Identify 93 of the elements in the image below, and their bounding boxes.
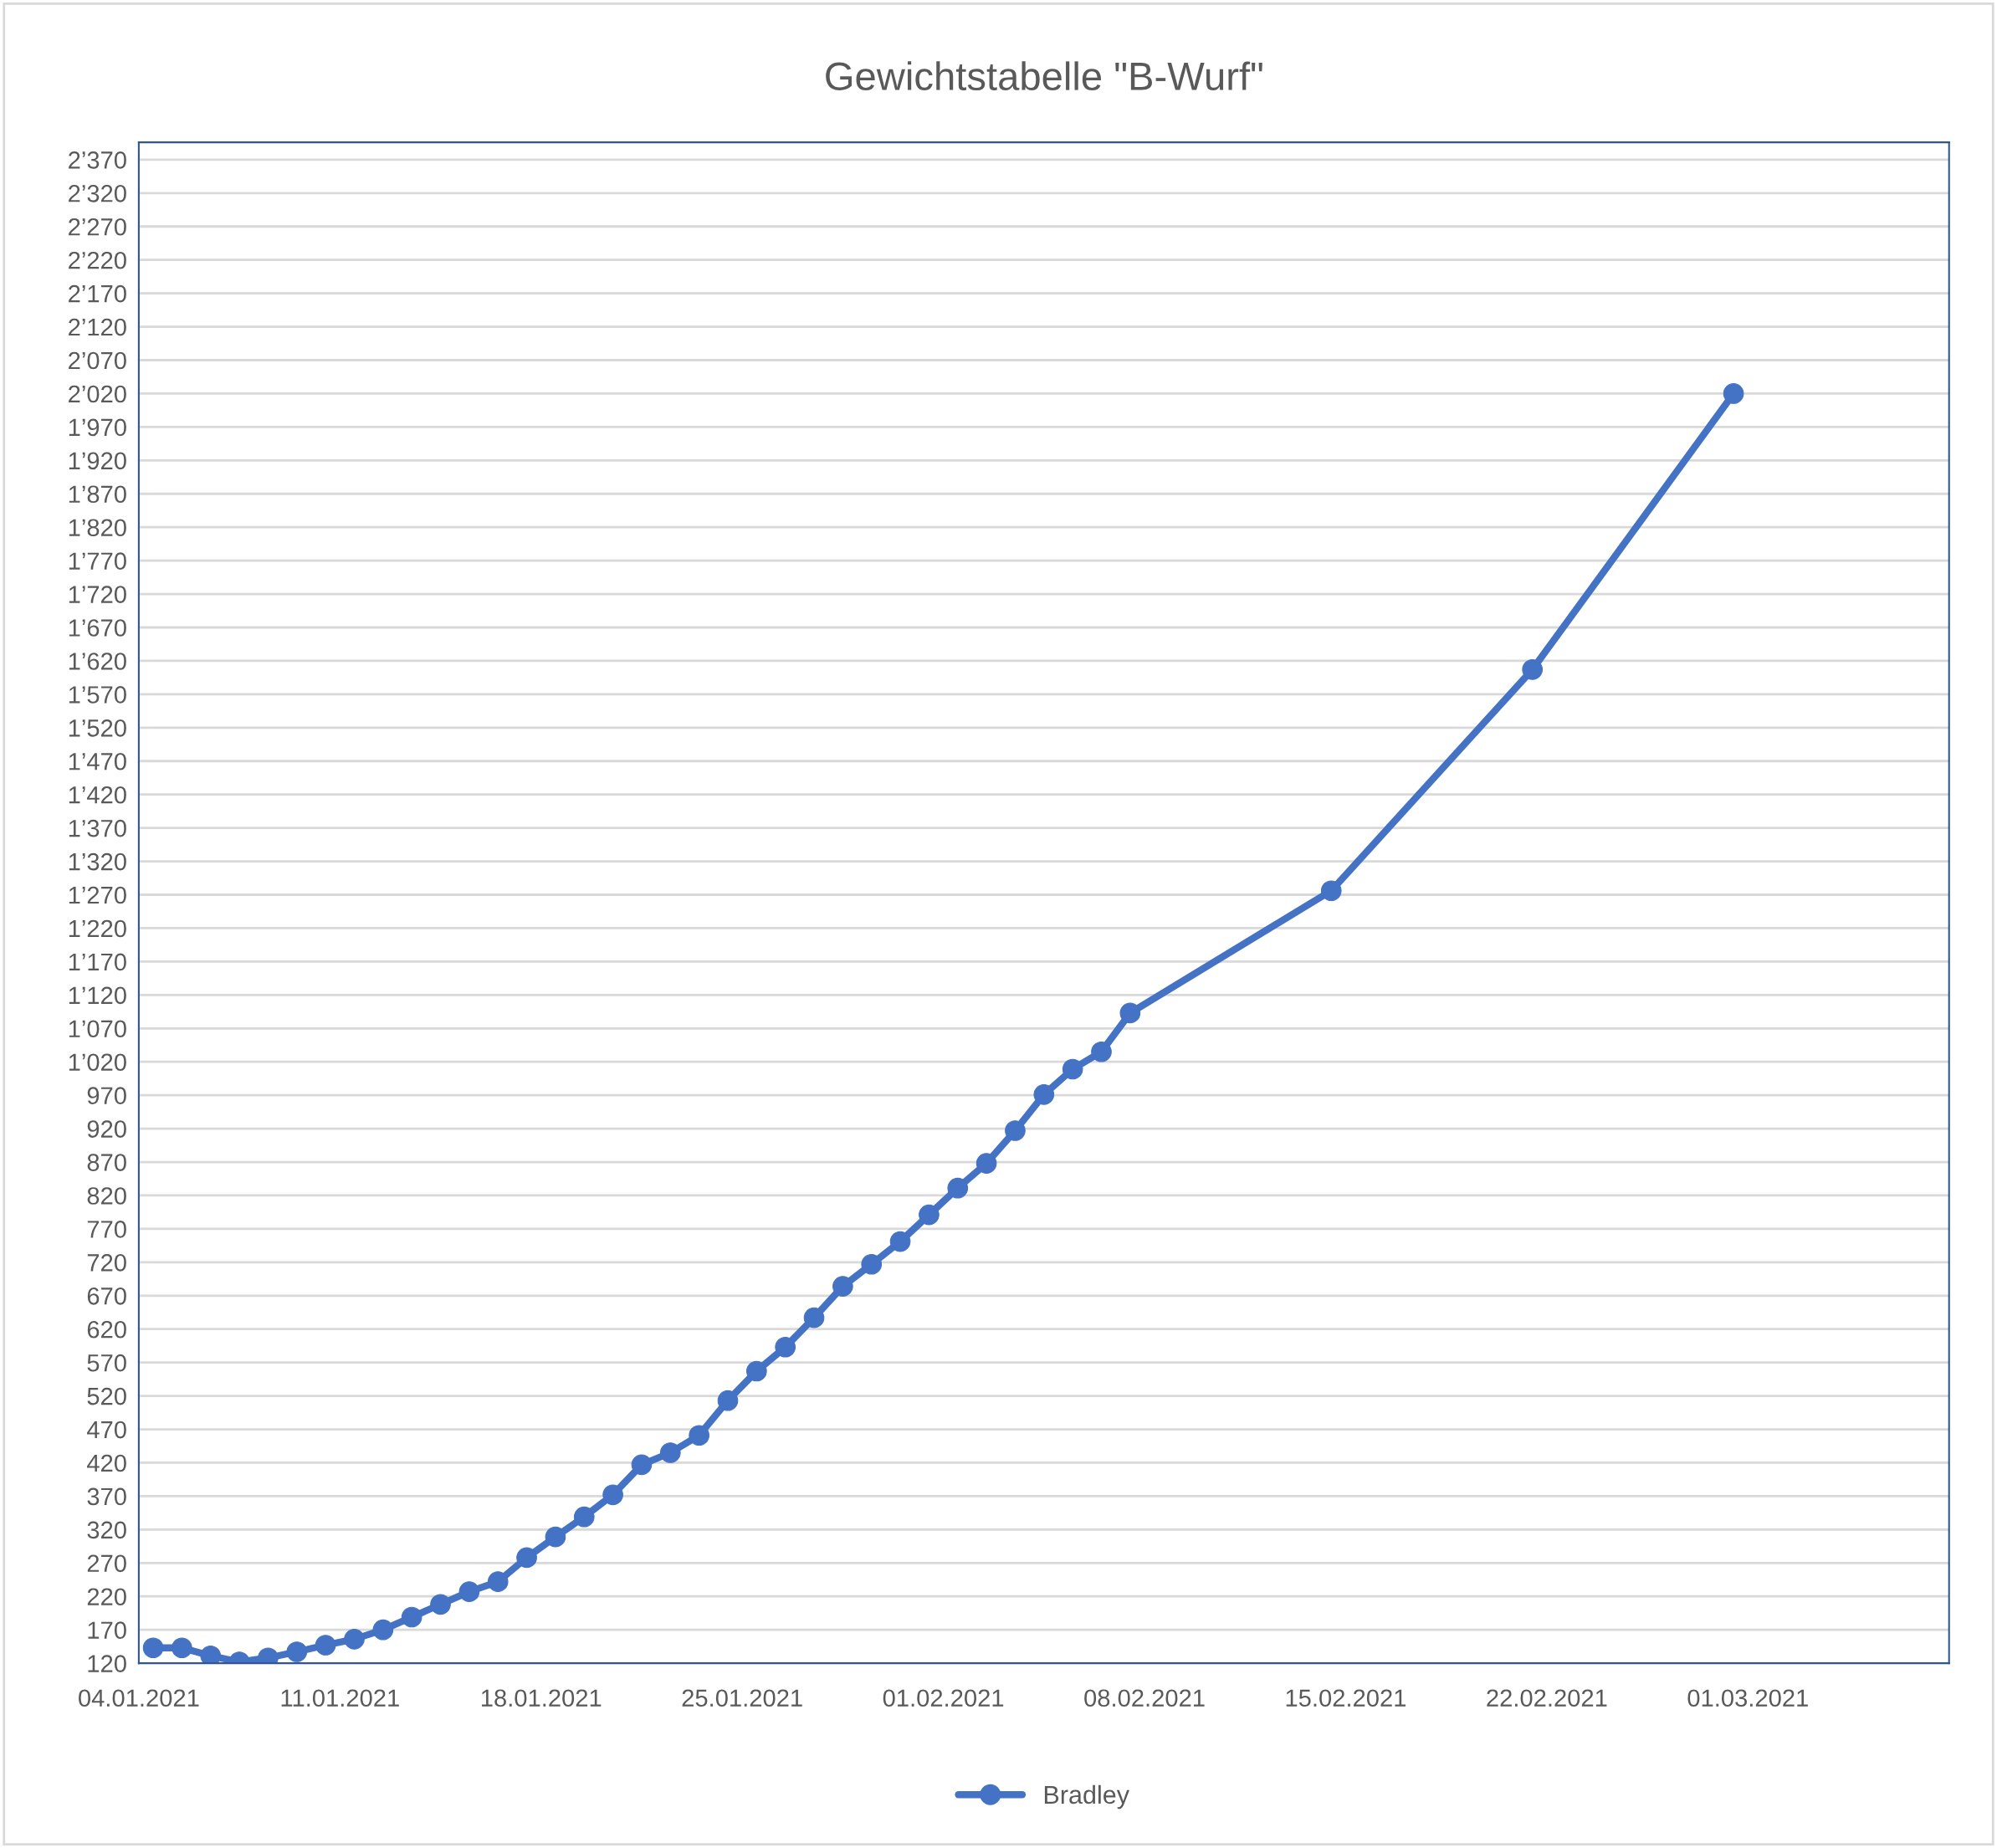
x-tick-label: 01.03.2021 [1687,1689,1808,1707]
point [775,1336,796,1358]
legend-label: Bradley [1044,1784,1129,1810]
y-tick-label: 320 [87,1521,126,1539]
y-tick-label: 570 [87,1354,126,1372]
y-tick-label: 2’070 [69,351,126,370]
y-tick-label: 220 [87,1588,126,1606]
point [1091,1041,1112,1062]
x-tick-label: 22.02.2021 [1487,1689,1607,1707]
y-tick-label: 1’770 [69,552,126,570]
x-tick-label: 08.02.2021 [1084,1689,1205,1707]
point [832,1276,853,1297]
y-tick-label: 2’020 [69,385,126,403]
y-tick-label: 2’270 [69,218,126,236]
x-tick-label: 25.01.2021 [682,1689,802,1707]
point [172,1637,192,1659]
point [1723,383,1744,404]
x-tick-label: 15.02.2021 [1286,1689,1406,1707]
y-tick-label: 1’720 [69,586,126,603]
point [344,1629,365,1650]
y-tick-label: 420 [87,1454,126,1472]
y-tick-label: 370 [87,1487,126,1506]
y-tick-label: 670 [87,1287,126,1305]
point [602,1484,623,1506]
point [975,1153,997,1174]
y-tick-label: 1’570 [69,686,126,704]
point [545,1526,566,1548]
y-tick-label: 1’670 [69,619,126,637]
y-tick-label: 2’170 [69,284,126,303]
y-tick-label: 620 [87,1320,126,1339]
y-tick-label: 820 [87,1187,126,1205]
y-tick-label: 520 [87,1387,126,1405]
y-tick-label: 1’220 [69,919,126,938]
x-tick-label: 04.01.2021 [79,1689,199,1707]
point [659,1442,681,1463]
y-tick-label: 1’520 [69,719,126,737]
point [1033,1084,1055,1105]
y-tick-label: 870 [87,1154,126,1171]
y-tick-label: 1’270 [69,886,126,904]
point [487,1571,509,1592]
point [1119,1002,1141,1024]
point [1522,659,1544,680]
y-tick-label: 1’820 [69,519,126,537]
point [689,1425,709,1446]
y-tick-label: 1’920 [69,452,126,470]
y-tick-label: 970 [87,1087,126,1104]
y-tick-label: 1’170 [69,953,126,971]
y-tick-label: 2’320 [69,185,126,202]
point [717,1390,739,1411]
y-tick-label: 1’120 [69,986,126,1005]
y-tick-label: 1’370 [69,819,126,837]
point [803,1307,825,1328]
point [142,1637,164,1659]
y-tick-label: 920 [87,1120,126,1138]
y-tick-label: 1’020 [69,1053,126,1072]
y-tick-label: 270 [87,1554,126,1573]
y-tick-label: 720 [87,1254,126,1272]
y-tick-label: 120 [88,1655,126,1672]
y-tick-label: 1’420 [69,786,126,804]
point [1005,1120,1026,1141]
chart-title: Gewichtstabelle "B-Wurf" [826,61,1262,91]
point [516,1547,537,1569]
point [458,1581,480,1602]
y-tick-label: 2’120 [69,318,126,336]
point [947,1177,969,1199]
y-tick-label: 1’970 [69,418,126,437]
y-tick-label: 1’070 [69,1020,126,1038]
point [861,1253,883,1275]
y-tick-label: 1’320 [69,852,126,871]
point [1062,1058,1083,1080]
point [372,1619,394,1641]
point [401,1606,422,1628]
y-tick-label: 2’220 [69,251,126,269]
y-tick-label: 770 [87,1221,126,1238]
y-tick-label: 1’620 [69,653,126,670]
point [315,1635,336,1656]
y-tick-label: 1’870 [69,485,126,504]
x-tick-label: 11.01.2021 [281,1689,399,1707]
point [631,1454,653,1476]
point [1320,880,1342,902]
point [430,1594,451,1615]
x-tick-label: 18.01.2021 [481,1689,602,1707]
point [889,1231,911,1252]
y-tick-label: 1’470 [69,752,126,770]
y-tick-label: 170 [88,1621,126,1640]
point [746,1360,767,1382]
y-tick-label: 470 [87,1421,126,1439]
point [286,1641,308,1662]
x-tick-label: 01.02.2021 [883,1689,1004,1707]
point [200,1645,222,1664]
point [573,1506,595,1528]
y-tick-label: 2’370 [69,151,126,169]
point [919,1204,940,1226]
